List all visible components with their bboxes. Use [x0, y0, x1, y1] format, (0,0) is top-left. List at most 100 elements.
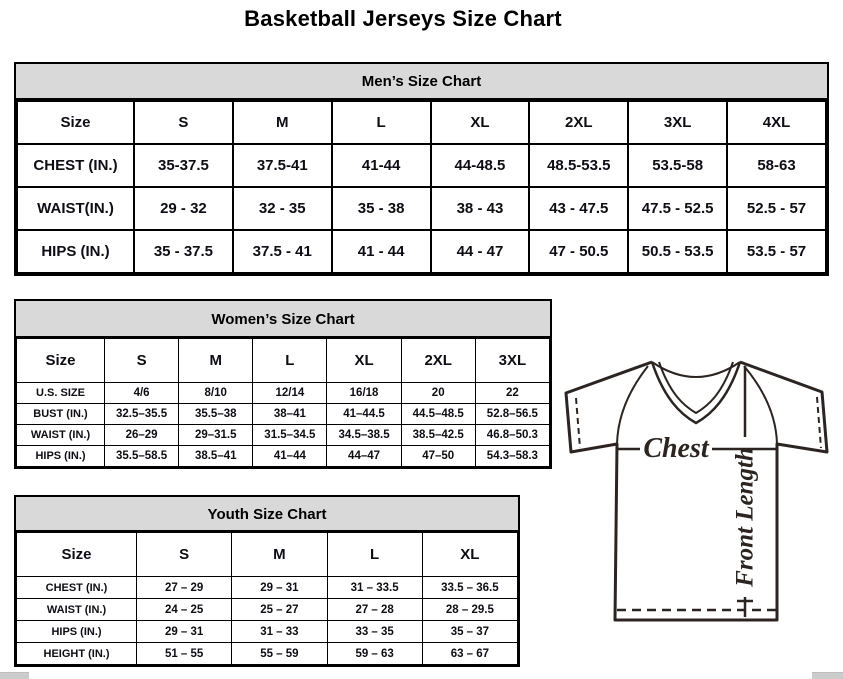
- measurement-value-cell: 35 – 37: [421, 620, 519, 643]
- size-corner-header: Size: [16, 338, 105, 383]
- measurement-value-cell: 44.5–48.5: [400, 403, 476, 425]
- womens-size-chart: Women’s Size Chart Size S M L XL 2XL 3XL U.S. …: [14, 299, 552, 469]
- size-column-header: S: [103, 338, 180, 383]
- measurement-value-cell: 37.5-41: [231, 143, 333, 188]
- measurement-value-cell: 35 - 37.5: [133, 229, 234, 274]
- measurement-row-label: HEIGHT (IN.): [16, 642, 137, 665]
- measurement-value-cell: 38 - 43: [429, 186, 531, 231]
- measurement-row-label: BUST (IN.): [16, 403, 105, 425]
- size-column-header: 3XL: [627, 100, 729, 145]
- measurement-value-cell: 59 – 63: [326, 642, 423, 665]
- measurement-row-label: WAIST (IN.): [16, 598, 137, 621]
- measurement-row: CHEST (IN.) 27 – 29 29 – 31 31 – 33.5 33.5 –…: [16, 576, 519, 599]
- size-column-header: S: [135, 532, 233, 577]
- size-column-header: M: [231, 100, 333, 145]
- measurement-value-cell: 53.5 - 57: [726, 229, 827, 274]
- measurement-row-label: U.S. SIZE: [16, 382, 105, 404]
- measurement-value-cell: 41–44.5: [326, 403, 402, 425]
- youth-size-chart: Youth Size Chart Size S M L XL CHEST (IN.) 27…: [14, 495, 520, 667]
- measurement-value-cell: 4/6: [103, 382, 180, 404]
- size-column-header: XL: [429, 100, 531, 145]
- measurement-value-cell: 41–44: [252, 445, 328, 467]
- youth-size-table: Size S M L XL CHEST (IN.) 27 – 29 29 – 31 31 – …: [16, 532, 519, 665]
- measurement-value-cell: 47 - 50.5: [528, 229, 630, 274]
- measurement-row: HEIGHT (IN.) 51 – 55 55 – 59 59 – 63 63 – 67: [16, 642, 519, 665]
- measurement-row-label: WAIST (IN.): [16, 424, 105, 446]
- measurement-row: WAIST(IN.) 29 - 32 32 - 35 35 - 38 38 - 43 43…: [16, 186, 827, 231]
- measurement-row: WAIST (IN.) 26–29 29–31.5 31.5–34.5 34.5–38.…: [16, 424, 551, 446]
- measurement-value-cell: 26–29: [103, 424, 180, 446]
- measurement-value-cell: 25 – 27: [231, 598, 328, 621]
- measurement-value-cell: 12/14: [252, 382, 328, 404]
- size-column-header: 4XL: [726, 100, 827, 145]
- jersey-outline: [564, 360, 829, 622]
- measurement-value-cell: 46.8–50.3: [474, 424, 551, 446]
- measurement-value-cell: 32 - 35: [231, 186, 333, 231]
- measurement-value-cell: 53.5-58: [627, 143, 729, 188]
- left-cuff-dashed-line: [575, 397, 581, 449]
- measurement-value-cell: 22: [474, 382, 551, 404]
- measurement-row: WAIST (IN.) 24 – 25 25 – 27 27 – 28 28 – 29.…: [16, 598, 519, 621]
- mens-size-table: Size S M L XL 2XL 3XL 4XL CHEST (IN.) 35-37.5 37.…: [16, 100, 827, 274]
- measurement-value-cell: 28 – 29.5: [421, 598, 519, 621]
- measurement-row-label: WAIST(IN.): [16, 186, 135, 231]
- measurement-row: U.S. SIZE 4/6 8/10 12/14 16/18 20 22: [16, 382, 551, 404]
- measurement-value-cell: 20: [400, 382, 476, 404]
- size-column-header: XL: [326, 338, 402, 383]
- collar-inner-v: [658, 361, 734, 415]
- measurement-value-cell: 33.5 – 36.5: [421, 576, 519, 599]
- size-column-header: L: [326, 532, 423, 577]
- measurement-value-cell: 38–41: [252, 403, 328, 425]
- measurement-value-cell: 33 – 35: [326, 620, 423, 643]
- mens-size-chart: Men’s Size Chart Size S M L XL 2XL 3XL 4XL CHES…: [14, 62, 829, 276]
- front-length-label: Front Length: [732, 447, 759, 588]
- measurement-value-cell: 41 - 44: [330, 229, 432, 274]
- measurement-value-cell: 29–31.5: [178, 424, 254, 446]
- measurement-value-cell: 37.5 - 41: [231, 229, 333, 274]
- size-header-row: Size S M L XL 2XL 3XL 4XL: [16, 100, 827, 145]
- mens-chart-caption: Men’s Size Chart: [16, 64, 827, 100]
- right-armhole-seam: [743, 365, 778, 445]
- measurement-value-cell: 52.8–56.5: [474, 403, 551, 425]
- measurement-value-cell: 63 – 67: [421, 642, 519, 665]
- measurement-row: HIPS (IN.) 35 - 37.5 37.5 - 41 41 - 44 44 - …: [16, 229, 827, 274]
- size-column-header: S: [133, 100, 234, 145]
- size-header-row: Size S M L XL 2XL 3XL: [16, 338, 551, 383]
- measurement-row-label: HIPS (IN.): [16, 229, 135, 274]
- measurement-value-cell: 44–47: [326, 445, 402, 467]
- measurement-row: HIPS (IN.) 29 – 31 31 – 33 33 – 35 35 – 37: [16, 620, 519, 643]
- measurement-row-label: CHEST (IN.): [16, 576, 137, 599]
- size-column-header: 2XL: [400, 338, 476, 383]
- measurement-value-cell: 27 – 28: [326, 598, 423, 621]
- measurement-value-cell: 55 – 59: [231, 642, 328, 665]
- measurement-value-cell: 35 - 38: [330, 186, 432, 231]
- horizontal-scrollbar-right-button[interactable]: [812, 672, 843, 679]
- measurement-row: BUST (IN.) 32.5–35.5 35.5–38 38–41 41–44.5 44…: [16, 403, 551, 425]
- page-title: Basketball Jerseys Size Chart: [244, 6, 562, 31]
- measurement-value-cell: 50.5 - 53.5: [627, 229, 729, 274]
- size-column-header: M: [231, 532, 328, 577]
- measurement-value-cell: 16/18: [326, 382, 402, 404]
- size-column-header: 3XL: [474, 338, 551, 383]
- measurement-row: CHEST (IN.) 35-37.5 37.5-41 41-44 44-48.5 48.…: [16, 143, 827, 188]
- measurement-value-cell: 52.5 - 57: [726, 186, 827, 231]
- measurement-value-cell: 29 – 31: [231, 576, 328, 599]
- measurement-row-label: HIPS (IN.): [16, 620, 137, 643]
- size-column-header: L: [252, 338, 328, 383]
- measurement-value-cell: 8/10: [178, 382, 254, 404]
- left-armhole-seam: [616, 365, 649, 445]
- measurement-value-cell: 31 – 33.5: [326, 576, 423, 599]
- measurement-value-cell: 35.5–58.5: [103, 445, 180, 467]
- measurement-value-cell: 38.5–42.5: [400, 424, 476, 446]
- womens-chart-caption: Women’s Size Chart: [16, 301, 550, 338]
- measurement-value-cell: 29 – 31: [135, 620, 233, 643]
- measurement-row-label: HIPS (IN.): [16, 445, 105, 467]
- measurement-value-cell: 38.5–41: [178, 445, 254, 467]
- measurement-value-cell: 47.5 - 52.5: [627, 186, 729, 231]
- measurement-value-cell: 43 - 47.5: [528, 186, 630, 231]
- measurement-value-cell: 54.3–58.3: [474, 445, 551, 467]
- measurement-value-cell: 44 - 47: [429, 229, 531, 274]
- horizontal-scrollbar-left-button[interactable]: [0, 672, 29, 679]
- measurement-value-cell: 31.5–34.5: [252, 424, 328, 446]
